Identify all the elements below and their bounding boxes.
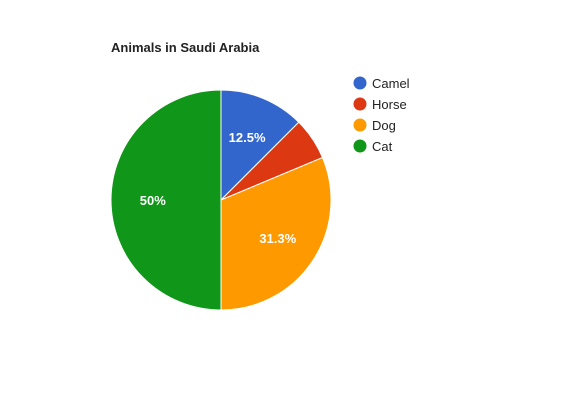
chart-legend: Camel Horse Dog Cat: [353, 76, 410, 154]
pie-slice-labels: 12.5% 31.3% 50%: [140, 130, 297, 246]
pie-slice-dog[interactable]: [220, 156, 332, 311]
pie-slice-cat[interactable]: [110, 89, 222, 311]
legend-label: Cat: [372, 139, 393, 154]
legend-label: Camel: [372, 76, 410, 91]
legend-label: Dog: [372, 118, 396, 133]
slice-label-cat: 50%: [140, 193, 166, 208]
legend-item-horse[interactable]: Horse: [353, 97, 407, 112]
legend-swatch: [353, 97, 367, 111]
pie-slice-camel[interactable]: [220, 89, 300, 202]
legend-swatch: [353, 139, 367, 153]
legend-item-camel[interactable]: Camel: [353, 76, 410, 91]
pie-slices: [110, 89, 332, 311]
slice-label-camel: 12.5%: [229, 130, 266, 145]
legend-item-dog[interactable]: Dog: [353, 118, 396, 133]
legend-swatch: [353, 118, 367, 132]
legend-swatch: [353, 76, 367, 90]
legend-item-cat[interactable]: Cat: [353, 139, 393, 154]
legend-label: Horse: [372, 97, 407, 112]
slice-label-dog: 31.3%: [259, 231, 296, 246]
chart-title: Animals in Saudi Arabia: [111, 40, 260, 55]
